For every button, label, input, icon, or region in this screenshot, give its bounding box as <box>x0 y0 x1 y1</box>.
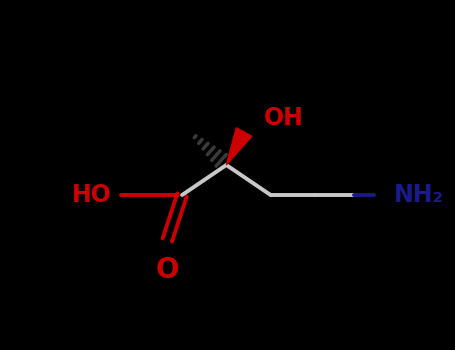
Text: HO: HO <box>72 183 112 207</box>
Text: NH₂: NH₂ <box>394 183 444 207</box>
Text: O: O <box>156 256 179 284</box>
Text: OH: OH <box>264 106 303 130</box>
Polygon shape <box>226 128 252 165</box>
